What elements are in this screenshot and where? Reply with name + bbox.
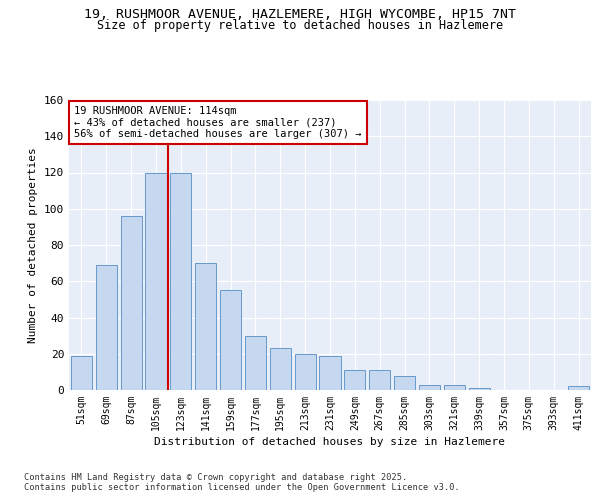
Bar [195,263,216,390]
Bar [170,172,191,390]
X-axis label: Distribution of detached houses by size in Hazlemere: Distribution of detached houses by size … [155,437,505,447]
Bar [419,384,440,390]
Bar [394,376,415,390]
Bar [469,388,490,390]
Bar [369,370,390,390]
Bar [220,290,241,390]
Bar [444,384,465,390]
Text: Contains HM Land Registry data © Crown copyright and database right 2025.
Contai: Contains HM Land Registry data © Crown c… [24,473,460,492]
Text: 19 RUSHMOOR AVENUE: 114sqm
← 43% of detached houses are smaller (237)
56% of sem: 19 RUSHMOOR AVENUE: 114sqm ← 43% of deta… [74,106,362,139]
Text: 19, RUSHMOOR AVENUE, HAZLEMERE, HIGH WYCOMBE, HP15 7NT: 19, RUSHMOOR AVENUE, HAZLEMERE, HIGH WYC… [84,8,516,20]
Bar [71,356,92,390]
Bar [295,354,316,390]
Bar [245,336,266,390]
Bar [568,386,589,390]
Bar [270,348,291,390]
Y-axis label: Number of detached properties: Number of detached properties [28,147,38,343]
Bar [145,172,167,390]
Text: Size of property relative to detached houses in Hazlemere: Size of property relative to detached ho… [97,18,503,32]
Bar [96,265,117,390]
Bar [319,356,341,390]
Bar [121,216,142,390]
Bar [344,370,365,390]
